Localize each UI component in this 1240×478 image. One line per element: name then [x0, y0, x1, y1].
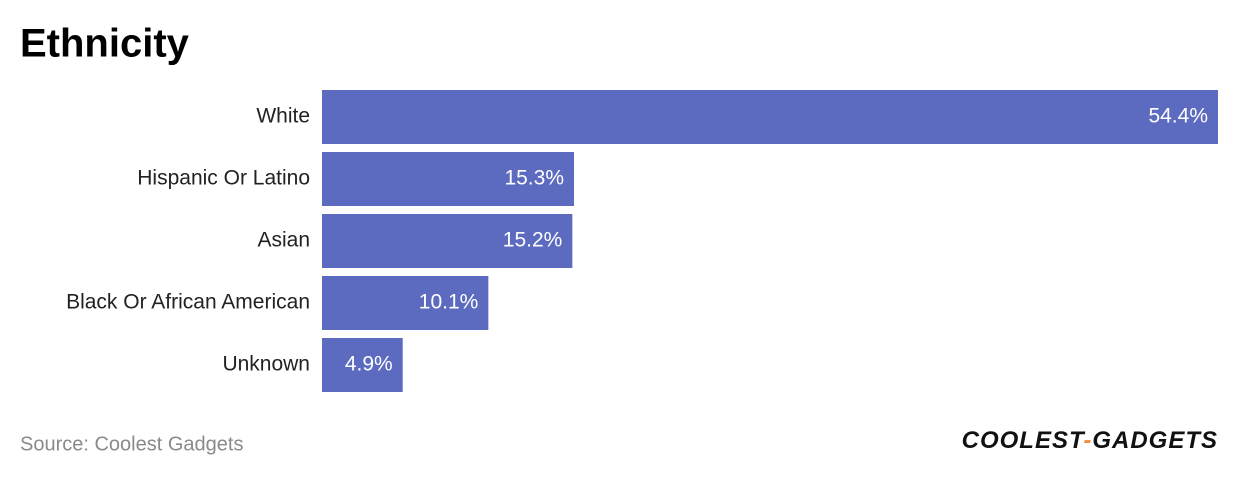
value-label: 4.9% [345, 353, 393, 376]
value-label: 10.1% [419, 291, 479, 314]
value-label: 15.2% [503, 229, 563, 252]
value-label: 15.3% [504, 167, 564, 190]
category-label: White [256, 105, 310, 128]
source: Source: Coolest Gadgets [20, 433, 243, 455]
category-label: Black Or African American [66, 291, 310, 314]
bar [322, 276, 489, 330]
bar [322, 152, 574, 206]
category-label: Hispanic Or Latino [137, 167, 310, 190]
logo-part: GADGETS [1092, 427, 1218, 454]
bar [322, 214, 573, 268]
category-label: Unknown [222, 353, 310, 376]
chart-title: Ethnicity [20, 22, 190, 66]
bar [322, 90, 1218, 144]
category-label: Asian [257, 229, 310, 252]
value-label: 54.4% [1148, 105, 1208, 128]
logo-dash: - [1083, 427, 1092, 454]
logo: COOLEST-GADGETS [962, 427, 1218, 454]
logo-part: COOLEST [962, 427, 1086, 454]
bar [322, 338, 403, 392]
